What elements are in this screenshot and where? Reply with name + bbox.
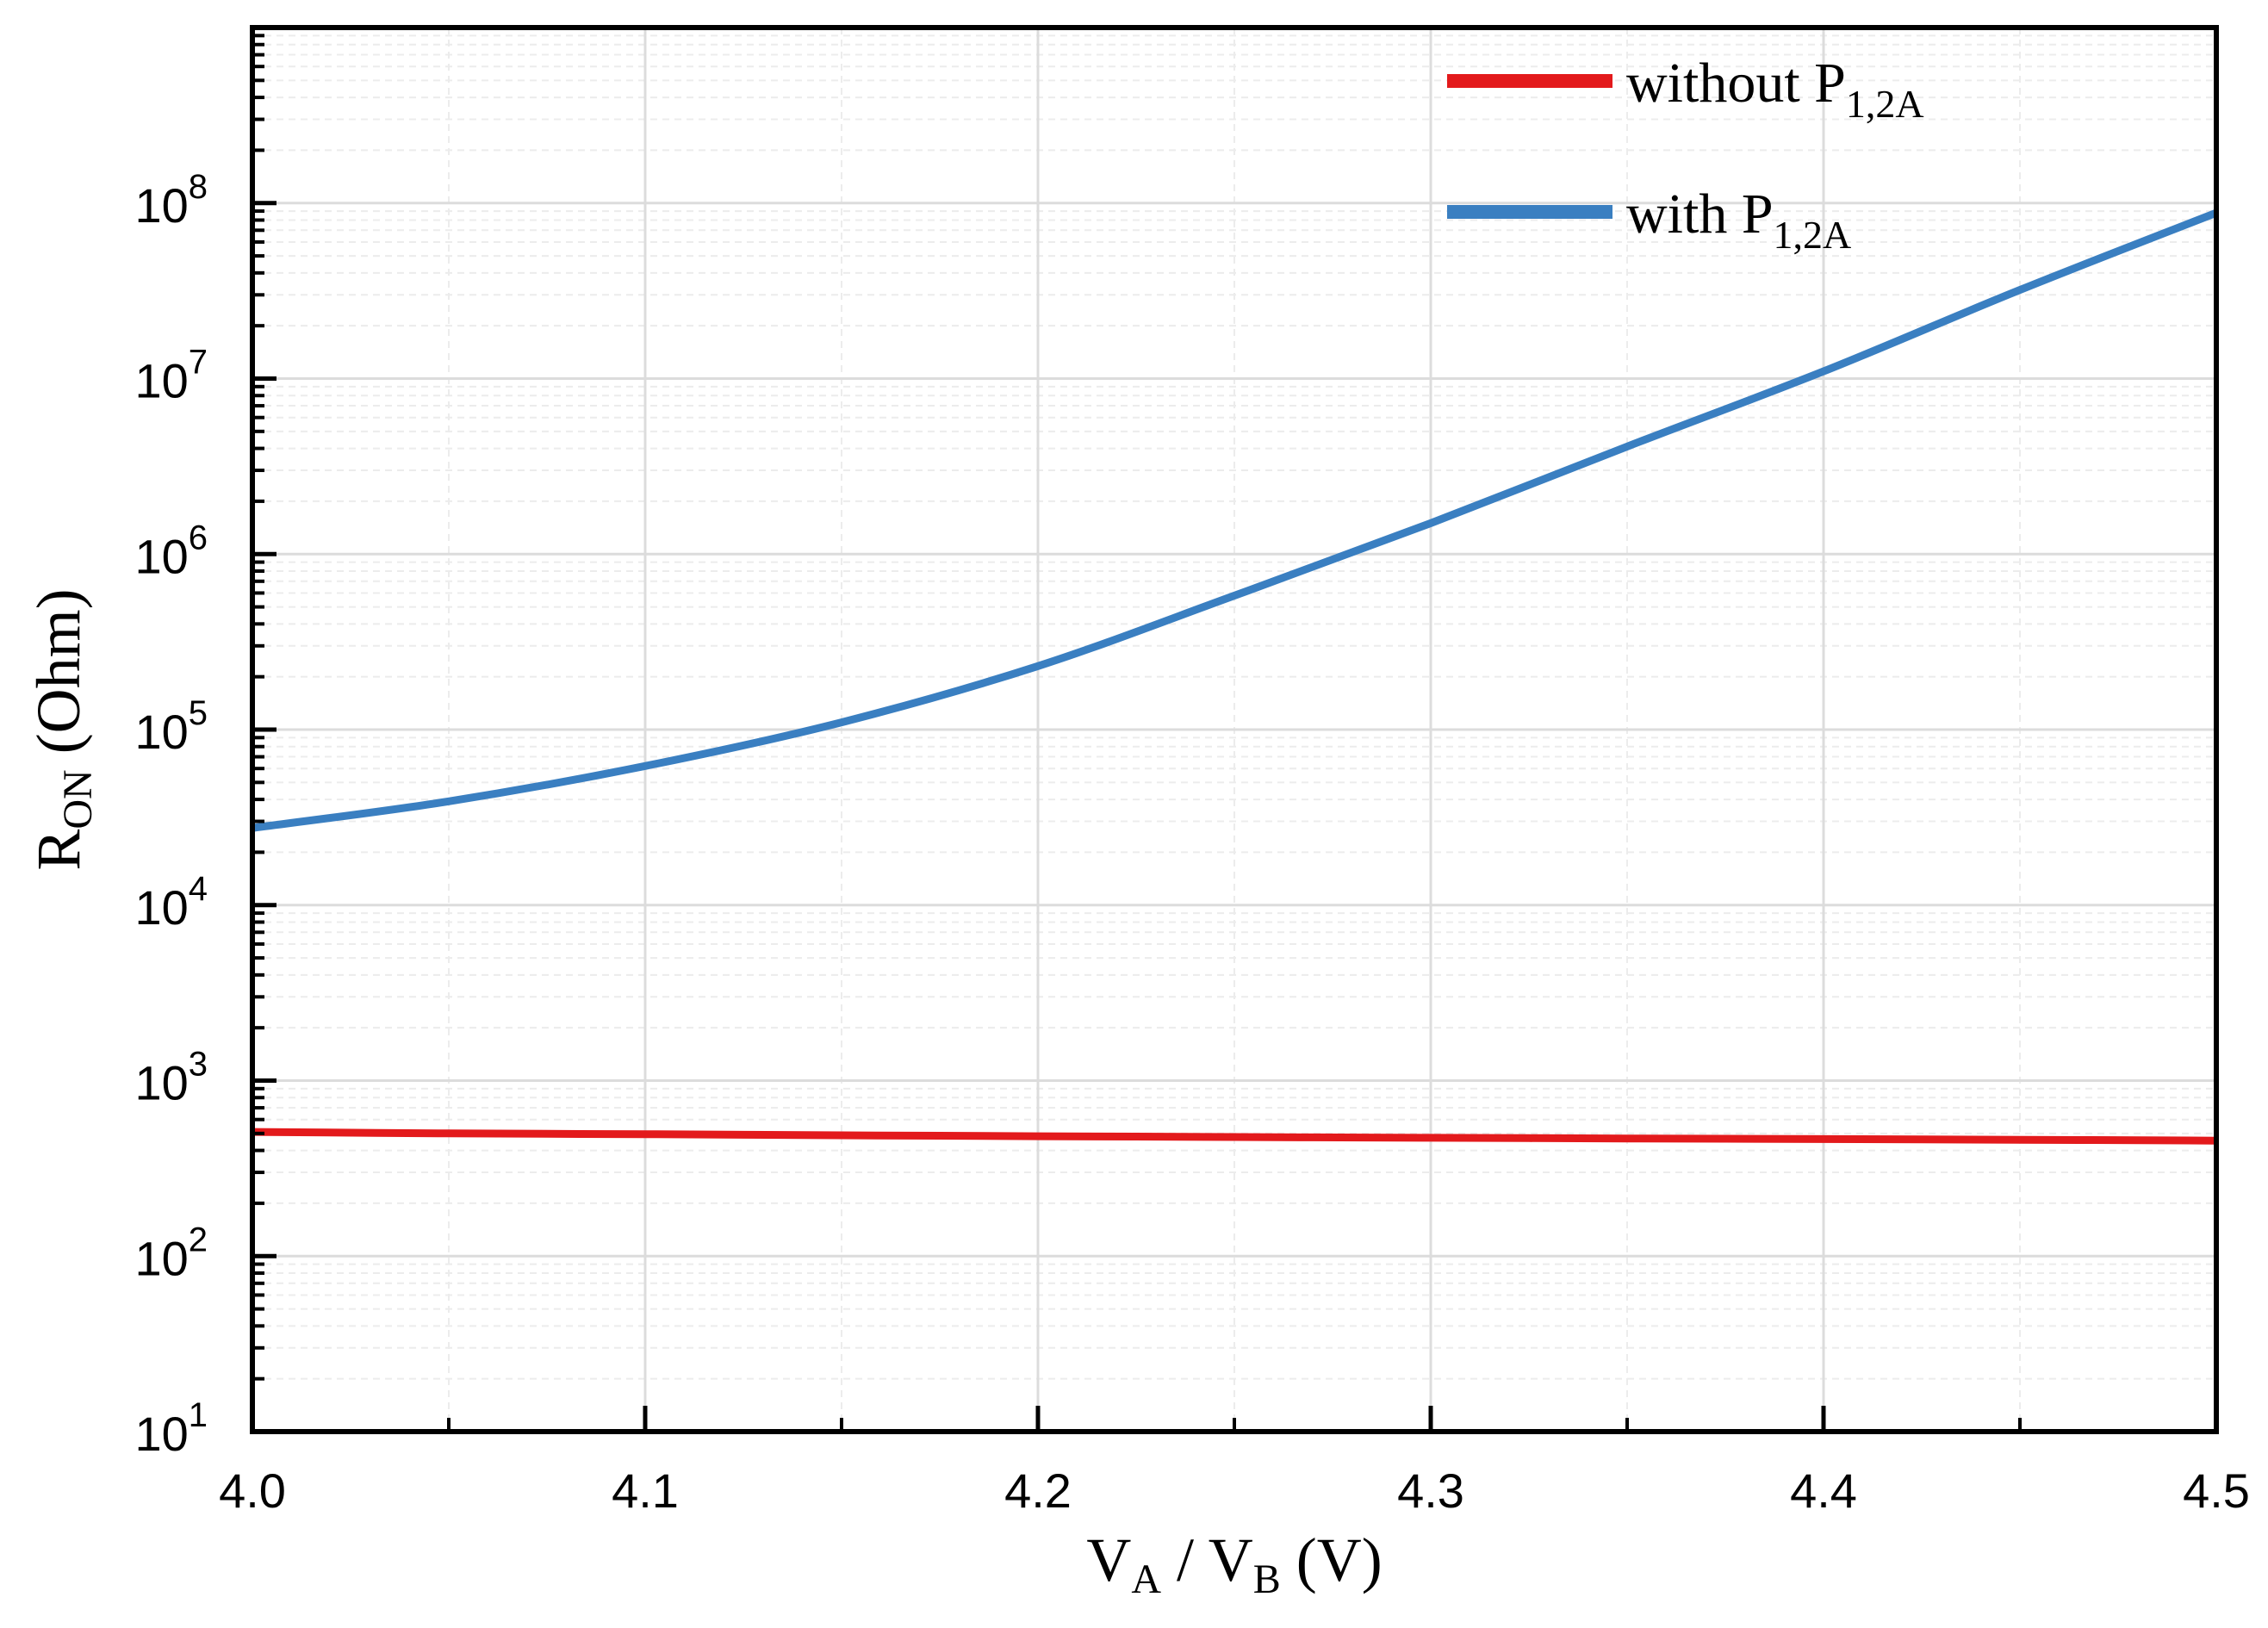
x-tick-label: 4.5 (2183, 1463, 2250, 1518)
y-tick-label: 103 (134, 1046, 208, 1110)
y-tick-label: 101 (134, 1396, 208, 1461)
x-tick-label: 4.2 (1004, 1463, 1072, 1518)
grid (251, 28, 2218, 1433)
y-tick-label: 105 (134, 694, 208, 759)
y-tick-label: 102 (134, 1221, 208, 1285)
legend-label-with: with P1,2A (1626, 183, 1851, 257)
legend: without P1,2A with P1,2A (1447, 52, 1924, 257)
x-tick-label: 4.4 (1790, 1463, 1857, 1518)
x-tick-label: 4.0 (219, 1463, 286, 1518)
y-tick-label: 107 (134, 344, 208, 408)
legend-item-without: without P1,2A (1447, 52, 1924, 126)
x-tick-label: 4.1 (612, 1463, 679, 1518)
tick-labels: 101 102 103 104 105 106 107 108 4.0 4.1 4.2 4.3 4.4 4… (134, 168, 2249, 1518)
y-tick-label: 104 (134, 870, 208, 935)
x-axis-title: VA / VB (V) (1086, 1525, 1382, 1602)
ticks (250, 34, 2219, 1434)
y-tick-label: 108 (134, 168, 208, 233)
y-tick-label: 106 (134, 519, 208, 583)
series-layer (252, 208, 2218, 1145)
legend-item-with: with P1,2A (1447, 183, 1851, 257)
legend-label-without: without P1,2A (1626, 52, 1924, 126)
x-tick-label: 4.3 (1397, 1463, 1464, 1518)
series-line-with (252, 208, 2218, 832)
y-axis-title: RON (Ohm) (24, 588, 101, 870)
series-line-without (252, 1128, 2217, 1145)
